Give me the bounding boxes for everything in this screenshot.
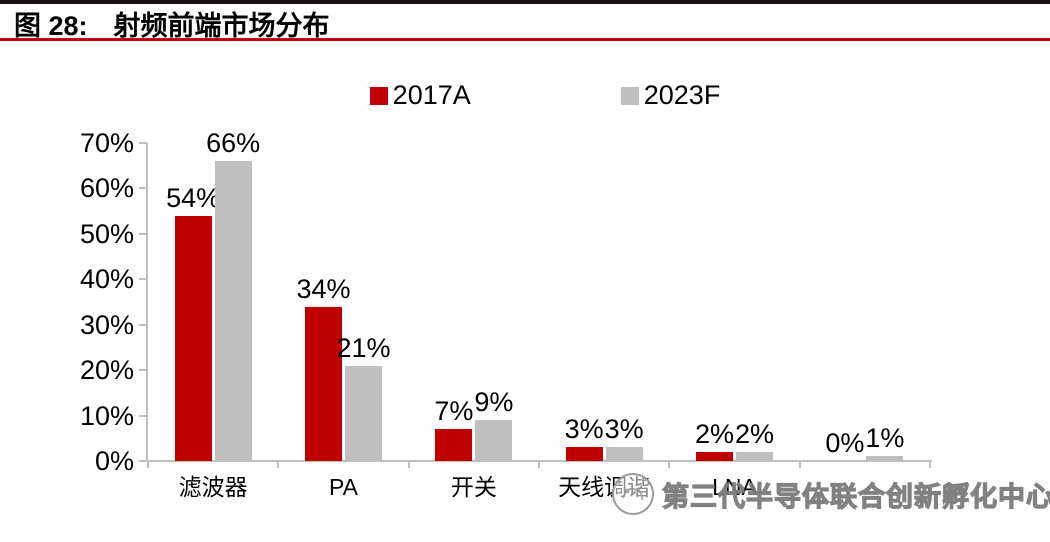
bar-value-label: 34% xyxy=(296,273,351,304)
bar-value-label: 66% xyxy=(206,128,261,159)
bar-value-label: 3% xyxy=(564,414,604,445)
x-tick xyxy=(147,461,149,468)
bar-2017A xyxy=(696,451,733,461)
bar-2023F xyxy=(475,420,513,461)
y-tick xyxy=(139,369,147,372)
y-tick xyxy=(139,278,147,281)
y-tick-label: 60% xyxy=(79,173,134,204)
x-tick xyxy=(277,461,280,468)
legend-swatch-icon xyxy=(620,86,639,105)
y-axis xyxy=(146,143,148,461)
bar-2017A xyxy=(174,215,212,461)
bar-value-label: 2% xyxy=(734,418,775,449)
y-tick xyxy=(139,460,147,462)
y-tick-label: 70% xyxy=(79,128,134,158)
legend-label: 2017A xyxy=(392,80,471,110)
watermark-text: 第三代半导体联合创新孵化中心 xyxy=(661,481,1050,512)
bar-2023F xyxy=(866,456,904,461)
y-tick xyxy=(139,142,147,144)
bar-2017A xyxy=(565,447,603,461)
bar-value-label: 1% xyxy=(865,423,905,454)
y-tick-label: 0% xyxy=(94,446,134,476)
x-tick xyxy=(929,461,931,468)
bar-value-label: 0% xyxy=(825,428,865,458)
y-tick-label: 10% xyxy=(79,400,134,431)
y-tick-label: 20% xyxy=(79,355,134,386)
legend-item: 2017A xyxy=(369,80,471,111)
watermark: 第三代半导体联合创新孵化中心 xyxy=(610,470,1050,516)
x-tick xyxy=(668,461,671,468)
y-tick xyxy=(139,414,147,417)
top-border-rule xyxy=(0,0,1050,4)
y-tick xyxy=(139,232,147,235)
bar-value-label: 7% xyxy=(434,396,474,427)
legend-label: 2023F xyxy=(643,80,721,110)
figure-title: 射频前端市场分布 xyxy=(113,11,330,41)
y-tick-label: 30% xyxy=(79,309,134,340)
y-tick xyxy=(139,323,147,326)
category-label: 滤波器 xyxy=(178,474,248,500)
category-label: LNA xyxy=(712,474,757,500)
bar-2017A xyxy=(435,429,473,461)
watermark-logo-icon xyxy=(612,473,654,515)
bar-value-label: 54% xyxy=(166,182,221,213)
bar-2023F xyxy=(605,447,643,461)
legend-item: 2023F xyxy=(620,80,721,111)
figure-label: 图 28: xyxy=(14,11,88,41)
bar-value-label: 21% xyxy=(336,332,391,363)
y-tick xyxy=(139,187,147,190)
bar-value-label: 2% xyxy=(694,418,735,449)
bar-value-label: 3% xyxy=(604,414,644,445)
bar-2017A xyxy=(305,306,342,461)
bar-2023F xyxy=(214,161,252,461)
y-tick-label: 40% xyxy=(79,264,134,295)
category-label: PA xyxy=(329,474,358,500)
y-tick-label: 50% xyxy=(79,218,134,249)
bar-value-label: 9% xyxy=(474,387,514,418)
x-tick xyxy=(798,461,801,468)
legend-swatch-icon xyxy=(369,86,388,105)
bar-2023F xyxy=(345,365,382,461)
figure-header: 图 28: 射频前端市场分布 xyxy=(14,4,330,43)
title-underline-rule xyxy=(0,38,1050,41)
x-tick xyxy=(538,461,540,468)
chart-legend: 2017A 2023F xyxy=(20,80,1050,111)
bar-2023F xyxy=(736,451,773,461)
x-tick xyxy=(407,461,410,468)
category-label: 开关 xyxy=(450,474,497,500)
